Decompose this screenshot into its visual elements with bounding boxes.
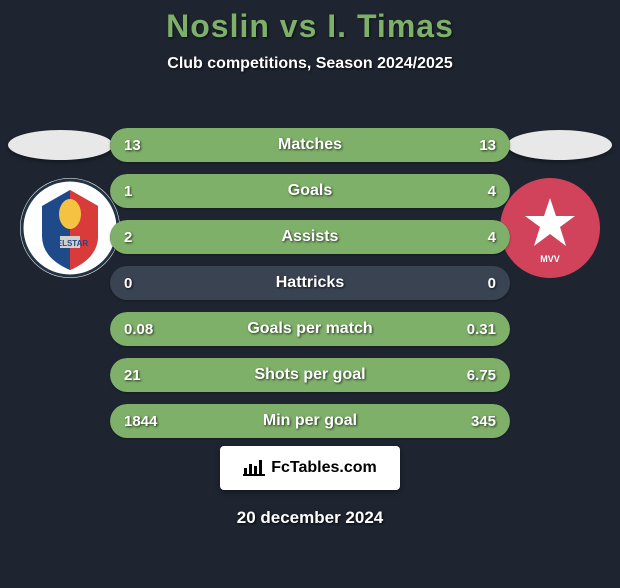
brand-chart-icon <box>243 460 265 476</box>
stat-bar-left <box>110 404 446 438</box>
stat-row: Goals14 <box>110 174 510 208</box>
stat-bar-right <box>310 128 510 162</box>
stat-bar-right <box>446 404 510 438</box>
stat-bar-left <box>110 128 310 162</box>
stat-row: Matches1313 <box>110 128 510 162</box>
stat-bar-right <box>190 174 510 208</box>
stat-bar-right <box>242 220 510 254</box>
subtitle: Club competitions, Season 2024/2025 <box>0 55 620 73</box>
stat-bar-left <box>110 312 190 346</box>
player-right-oval <box>507 130 612 160</box>
stat-value-right: 0 <box>488 266 496 300</box>
stat-bar-left <box>110 358 414 392</box>
brand-label: FcTables.com <box>271 459 377 477</box>
svg-text:TELSTAR: TELSTAR <box>52 239 89 248</box>
stat-bar-left <box>110 174 190 208</box>
stats-container: Matches1313 Goals14 Assists24 Hattricks0 0 Go… <box>110 128 510 450</box>
page-title: Noslin vs I. Timas <box>0 8 620 45</box>
team-crest-right: MVV <box>500 178 600 278</box>
stat-row: Shots per goal216.75 <box>110 358 510 392</box>
svg-text:MVV: MVV <box>540 254 560 264</box>
stat-label: Hattricks <box>110 266 510 300</box>
stat-row: Assists24 <box>110 220 510 254</box>
stat-bar-right <box>414 358 510 392</box>
stat-bar-left <box>110 220 242 254</box>
telstar-crest-icon: TELSTAR <box>20 178 120 278</box>
stat-row: Hattricks0 0 <box>110 266 510 300</box>
mvv-crest-icon: MVV <box>500 178 600 278</box>
date-label: 20 december 2024 <box>0 508 620 528</box>
stat-bar-right <box>190 312 510 346</box>
stat-row: Goals per match0.080.31 <box>110 312 510 346</box>
brand-badge[interactable]: FcTables.com <box>220 446 400 490</box>
team-crest-left: TELSTAR <box>20 178 120 278</box>
player-left-oval <box>8 130 113 160</box>
stat-value-left: 0 <box>124 266 132 300</box>
stat-row: Min per goal1844345 <box>110 404 510 438</box>
